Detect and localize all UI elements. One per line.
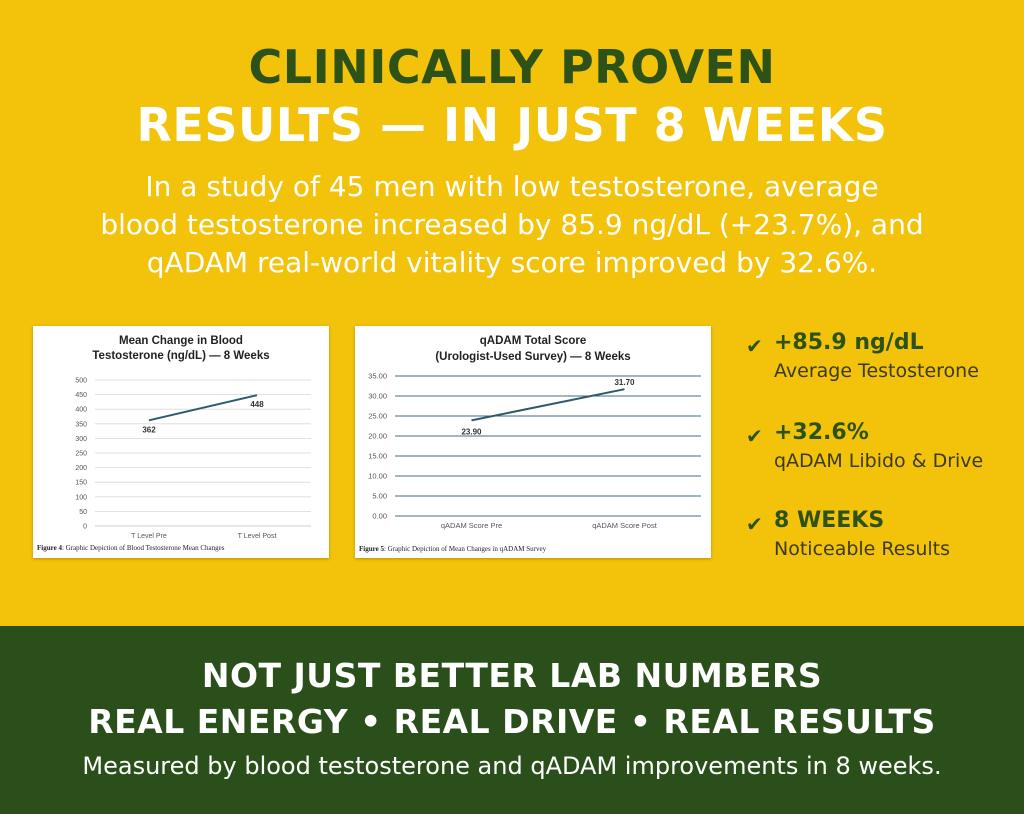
check-icon: ✔ xyxy=(746,424,763,448)
figure-caption: Figure 4: Graphic Depiction of Blood Tes… xyxy=(37,544,225,552)
footer-line-3: Measured by blood testosterone and qADAM… xyxy=(82,752,942,780)
chart-title: Testosterone (ng/dL) — 8 Weeks xyxy=(92,350,269,362)
figure-caption: Figure 5: Graphic Depiction of Mean Chan… xyxy=(359,545,547,553)
y-tick-label: 450 xyxy=(75,392,87,399)
data-label: 362 xyxy=(142,425,156,434)
headline-line-2: RESULTS — IN JUST 8 WEEKS xyxy=(136,98,888,152)
x-tick-label: T Level Pre xyxy=(131,533,167,540)
x-tick-label: qADAM Score Post xyxy=(592,521,658,530)
y-tick-label: 400 xyxy=(75,407,87,414)
data-label: 23.90 xyxy=(461,427,482,436)
x-tick-label: T Level Post xyxy=(238,533,277,540)
x-tick-label: qADAM Score Pre xyxy=(441,521,502,530)
footer-line-2: REAL ENERGY • REAL DRIVE • REAL RESULTS xyxy=(88,702,936,741)
footer-banner: NOT JUST BETTER LAB NUMBERS REAL ENERGY … xyxy=(0,626,1024,814)
y-tick-label: 200 xyxy=(75,465,87,472)
stat-value: +32.6% xyxy=(774,420,869,445)
series-line xyxy=(148,394,258,422)
qadam-chart-card: qADAM Total Score (Urologist-Used Survey)… xyxy=(355,326,711,558)
y-tick-label: 20.00 xyxy=(368,432,387,441)
y-tick-label: 10.00 xyxy=(368,472,387,481)
y-tick-label: 250 xyxy=(75,451,87,458)
top-section: CLINICALLY PROVEN RESULTS — IN JUST 8 WE… xyxy=(33,40,984,560)
chart-title: Mean Change in Blood xyxy=(119,335,243,347)
y-tick-label: 50 xyxy=(79,509,87,516)
testosterone-chart-card: Mean Change in Blood Testosterone (ng/dL)… xyxy=(33,326,329,558)
y-tick-label: 500 xyxy=(75,378,87,385)
y-tick-label: 350 xyxy=(75,421,87,428)
stat-label: Average Testosterone xyxy=(774,360,979,382)
y-tick-label: 5.00 xyxy=(372,492,387,501)
headline-line-1: CLINICALLY PROVEN xyxy=(248,40,776,94)
stat-value: 8 WEEKS xyxy=(774,508,885,533)
y-tick-label: 35.00 xyxy=(368,372,387,381)
y-tick-label: 300 xyxy=(75,436,87,443)
y-tick-label: 0.00 xyxy=(372,512,387,521)
check-icon: ✔ xyxy=(746,334,763,358)
y-tick-label: 0 xyxy=(83,524,87,531)
y-tick-label: 15.00 xyxy=(368,452,387,461)
y-tick-label: 25.00 xyxy=(368,412,387,421)
subheadline-line-2: blood testosterone increased by 85.9 ng/… xyxy=(100,208,924,241)
series-line xyxy=(471,388,625,422)
qadam-line-chart: qADAM Total Score (Urologist-Used Survey)… xyxy=(359,335,701,553)
y-tick-label: 100 xyxy=(75,494,87,501)
stat-value: +85.9 ng/dL xyxy=(774,330,924,355)
chart-title: (Urologist-Used Survey) — 8 Weeks xyxy=(435,351,630,363)
y-tick-label: 150 xyxy=(75,480,87,487)
testosterone-line-chart: Mean Change in Blood Testosterone (ng/dL)… xyxy=(37,335,311,552)
data-label: 448 xyxy=(250,400,264,409)
stat-label: qADAM Libido & Drive xyxy=(774,450,984,472)
y-tick-label: 30.00 xyxy=(368,392,387,401)
subheadline: In a study of 45 men with low testostero… xyxy=(40,168,984,282)
data-label: 31.70 xyxy=(614,378,635,387)
subheadline-line-3: qADAM real-world vitality score improved… xyxy=(146,246,878,279)
subheadline-line-1: In a study of 45 men with low testostero… xyxy=(145,170,879,203)
check-icon: ✔ xyxy=(746,512,763,536)
footer-line-1: NOT JUST BETTER LAB NUMBERS xyxy=(201,656,823,695)
stat-label: Noticeable Results xyxy=(774,538,951,560)
chart-title: qADAM Total Score xyxy=(480,335,587,347)
